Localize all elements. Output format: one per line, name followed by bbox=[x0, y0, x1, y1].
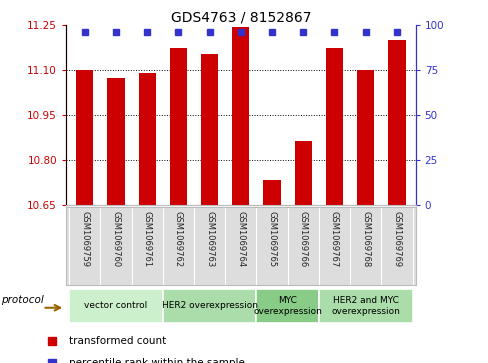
FancyBboxPatch shape bbox=[69, 289, 163, 323]
Bar bbox=[387, 40, 405, 205]
Text: GSM1069769: GSM1069769 bbox=[391, 211, 401, 267]
Text: GSM1069759: GSM1069759 bbox=[80, 211, 89, 267]
Bar bbox=[263, 180, 280, 205]
FancyBboxPatch shape bbox=[318, 289, 412, 323]
Text: HER2 overexpression: HER2 overexpression bbox=[162, 301, 257, 310]
Text: GSM1069760: GSM1069760 bbox=[111, 211, 120, 267]
Title: GDS4763 / 8152867: GDS4763 / 8152867 bbox=[170, 10, 310, 24]
Text: HER2 and MYC
overexpression: HER2 and MYC overexpression bbox=[330, 296, 399, 315]
FancyBboxPatch shape bbox=[256, 289, 318, 323]
Text: transformed count: transformed count bbox=[69, 336, 166, 346]
Bar bbox=[138, 73, 156, 205]
Text: GSM1069763: GSM1069763 bbox=[204, 211, 214, 267]
Text: GSM1069765: GSM1069765 bbox=[267, 211, 276, 267]
Bar bbox=[169, 48, 186, 205]
Bar bbox=[356, 70, 373, 205]
Text: GSM1069767: GSM1069767 bbox=[329, 211, 338, 267]
Bar bbox=[76, 70, 93, 205]
FancyBboxPatch shape bbox=[163, 289, 256, 323]
Bar bbox=[232, 27, 249, 205]
Bar bbox=[107, 78, 124, 205]
Bar bbox=[325, 48, 343, 205]
Bar bbox=[294, 141, 311, 205]
Text: vector control: vector control bbox=[84, 301, 147, 310]
Text: MYC
overexpression: MYC overexpression bbox=[253, 296, 322, 315]
Bar bbox=[201, 54, 218, 205]
Text: GSM1069761: GSM1069761 bbox=[142, 211, 151, 267]
Text: protocol: protocol bbox=[1, 295, 44, 305]
Text: GSM1069768: GSM1069768 bbox=[361, 211, 369, 267]
Text: GSM1069766: GSM1069766 bbox=[298, 211, 307, 267]
Text: GSM1069764: GSM1069764 bbox=[236, 211, 245, 267]
Text: percentile rank within the sample: percentile rank within the sample bbox=[69, 358, 244, 363]
Text: GSM1069762: GSM1069762 bbox=[174, 211, 183, 267]
